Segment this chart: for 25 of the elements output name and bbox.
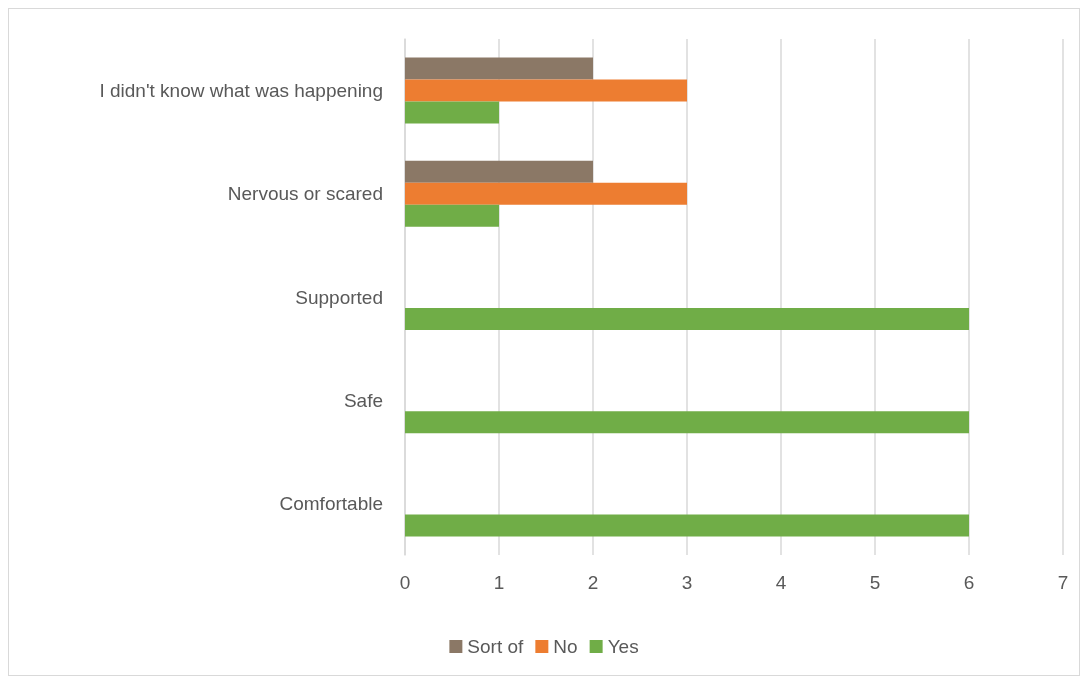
bar [405, 57, 593, 80]
x-tick-label: 0 [399, 572, 411, 593]
bar [405, 182, 687, 205]
bar [405, 308, 969, 330]
x-tick-label: 4 [775, 572, 787, 593]
x-tick-label: 5 [869, 572, 881, 593]
legend-label: Sort of [467, 636, 525, 657]
x-tick-label: 2 [587, 572, 599, 593]
y-tick-label: Comfortable [279, 492, 383, 514]
y-tick-label: I didn't know what was happening [99, 80, 383, 102]
bar [405, 101, 499, 124]
y-tick-label: Safe [343, 389, 383, 411]
x-tick-label: 7 [1057, 572, 1069, 593]
y-tick-label: Nervous or scared [227, 183, 383, 205]
y-tick-label: Supported [295, 286, 383, 308]
legend-label: No [553, 636, 578, 657]
bar [405, 204, 499, 227]
x-tick-label: 3 [681, 572, 693, 593]
bar [405, 79, 687, 102]
x-tick-label: 1 [493, 572, 505, 593]
legend-label: Yes [607, 636, 639, 657]
x-tick-label: 6 [963, 572, 975, 593]
bar [405, 514, 969, 537]
bar [405, 160, 593, 183]
bar [405, 411, 969, 434]
